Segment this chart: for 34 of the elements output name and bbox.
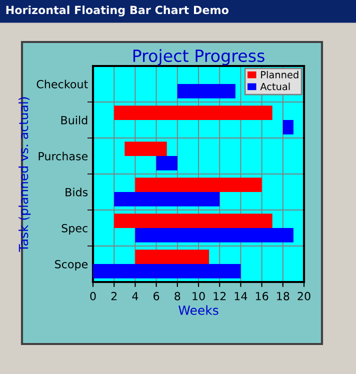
x-tick-label: 2: [111, 292, 117, 300]
bar: [177, 84, 236, 98]
bar: [156, 156, 178, 170]
bar: [282, 120, 294, 134]
x-tick-label: 10: [192, 292, 205, 300]
bar: [135, 178, 262, 192]
x-tick-label: 6: [154, 292, 160, 300]
bar: [135, 250, 210, 264]
x-tick-label: 8: [174, 292, 180, 300]
y-axis-title: Task (planned vs. actual): [18, 97, 31, 252]
y-tick-label: Purchase: [38, 152, 88, 160]
x-tick-label: 0: [90, 292, 96, 300]
x-tick-label: 16: [256, 292, 268, 300]
x-tick-label: 18: [277, 292, 290, 300]
chart-title: Project Progress: [133, 49, 264, 66]
y-tick-label: Checkout: [36, 80, 88, 88]
x-tick-label: 20: [298, 292, 310, 300]
x-tick-label: 4: [132, 292, 138, 300]
y-tick-label: Scope: [55, 260, 88, 271]
legend-label: Planned: [261, 70, 298, 78]
x-axis-title: Weeks: [178, 305, 218, 315]
bar: [135, 228, 294, 242]
bar: [114, 214, 272, 228]
bar: [124, 142, 167, 156]
y-tick-label: Build: [61, 116, 88, 124]
bar: [93, 264, 241, 278]
x-tick-label: 14: [234, 292, 248, 300]
y-tick-label: Spec: [62, 224, 88, 235]
legend-label: Actual: [260, 82, 290, 90]
bar: [114, 192, 220, 206]
x-tick-label: 12: [214, 292, 226, 300]
text: Horizontal Floating Bar Chart Demo: [6, 6, 228, 16]
y-tick-label: Bids: [66, 188, 88, 196]
bar: [114, 106, 272, 120]
